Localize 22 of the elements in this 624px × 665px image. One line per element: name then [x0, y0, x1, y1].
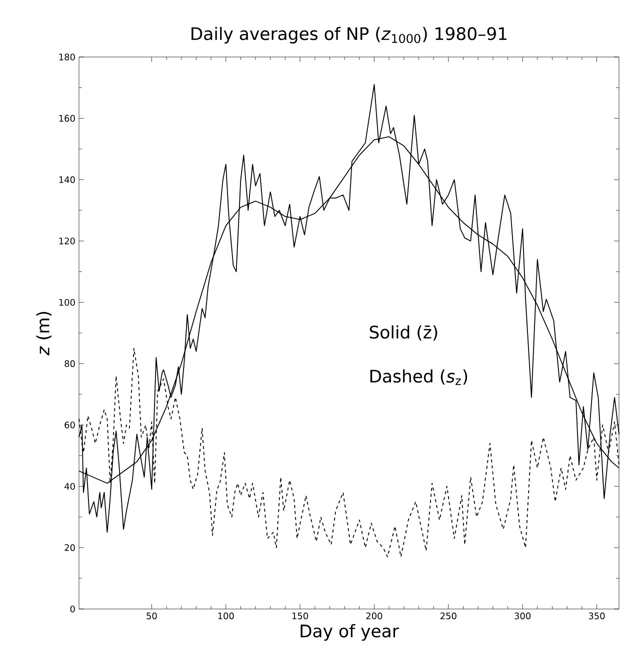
x-tick-label: 150 — [292, 612, 308, 620]
y-tick-label: 140 — [59, 176, 75, 184]
y-tick-label: 180 — [59, 54, 75, 60]
y-tick-label: 60 — [64, 422, 75, 428]
y-axis-title: z (m) — [36, 312, 52, 356]
annotation: Dashed (s$_{z}$) — [370, 369, 468, 385]
annotation: Solid (z̄) — [370, 325, 438, 341]
y-tick-label: 0 — [70, 606, 75, 612]
x-axis-title: Day of year — [300, 624, 399, 641]
x-tick-label: 350 — [588, 612, 605, 620]
y-tick-label: 80 — [64, 360, 75, 368]
x-tick-label: 200 — [366, 612, 382, 620]
y-tick-label: 100 — [59, 298, 75, 306]
y-tick-label: 120 — [59, 238, 75, 244]
x-tick-label: 50 — [146, 612, 157, 620]
chart-title: Daily averages of NP (z$_{1000}$) 1980–91 — [192, 26, 506, 44]
y-tick-label: 160 — [59, 114, 75, 122]
x-tick-label: 100 — [218, 612, 234, 620]
y-tick-label: 20 — [64, 544, 75, 552]
x-tick-label: 250 — [440, 612, 456, 620]
x-tick-label: 300 — [514, 612, 531, 620]
y-tick-label: 40 — [64, 482, 75, 490]
